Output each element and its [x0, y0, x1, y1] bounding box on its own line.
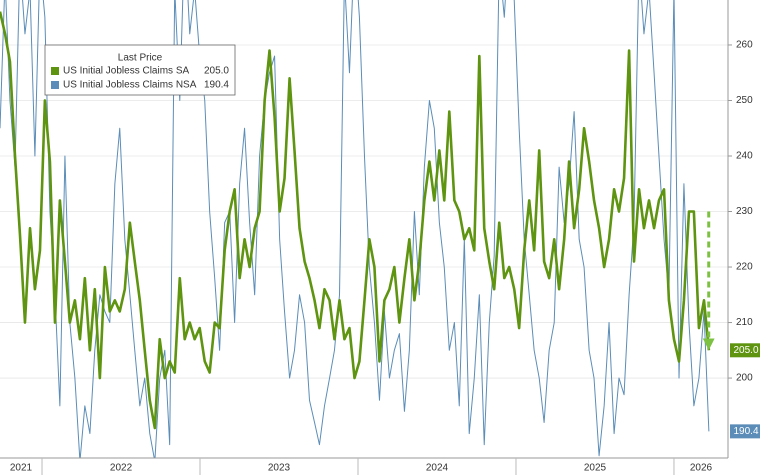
series-line	[0, 0, 710, 458]
legend-swatch	[51, 81, 59, 89]
legend-value: 190.4	[204, 80, 229, 91]
legend-swatch	[51, 67, 59, 75]
last-price-box	[730, 343, 760, 358]
last-price-label: 205.0	[733, 345, 758, 356]
plot-area	[0, 0, 711, 458]
x-tick-label: 2024	[426, 463, 449, 474]
grid	[0, 44, 728, 379]
x-tick-label: 2026	[690, 463, 713, 474]
x-tick-label: 2025	[584, 463, 607, 474]
axes: 200 210 220 230 240 250 260 2021 2022 2023 2024 202…	[10, 40, 753, 475]
legend-value: 205.0	[204, 66, 229, 77]
legend-label: US Initial Jobless Claims NSA	[63, 80, 197, 91]
x-tick-label: 2022	[110, 463, 133, 474]
y-tick-label: 260	[736, 40, 753, 51]
last-price-box	[730, 424, 760, 439]
legend-box	[44, 44, 236, 96]
y-tick-label: 250	[736, 95, 753, 106]
last-price-label: 190.4	[733, 426, 758, 437]
y-tick-label: 230	[736, 206, 753, 217]
y-tick-label: 210	[736, 317, 753, 328]
series-line	[0, 11, 711, 430]
legend-label: US Initial Jobless Claims SA	[63, 66, 189, 77]
legend: Last Price US Initial Jobless Claims SA 2…	[44, 44, 236, 96]
x-tick-label: 2023	[268, 463, 291, 474]
y-tick-label: 240	[736, 151, 753, 162]
x-tick-label: 2021	[10, 463, 33, 474]
y-tick-label: 220	[736, 262, 753, 273]
y-tick-label: 200	[736, 373, 753, 384]
legend-title: Last Price	[118, 53, 163, 64]
